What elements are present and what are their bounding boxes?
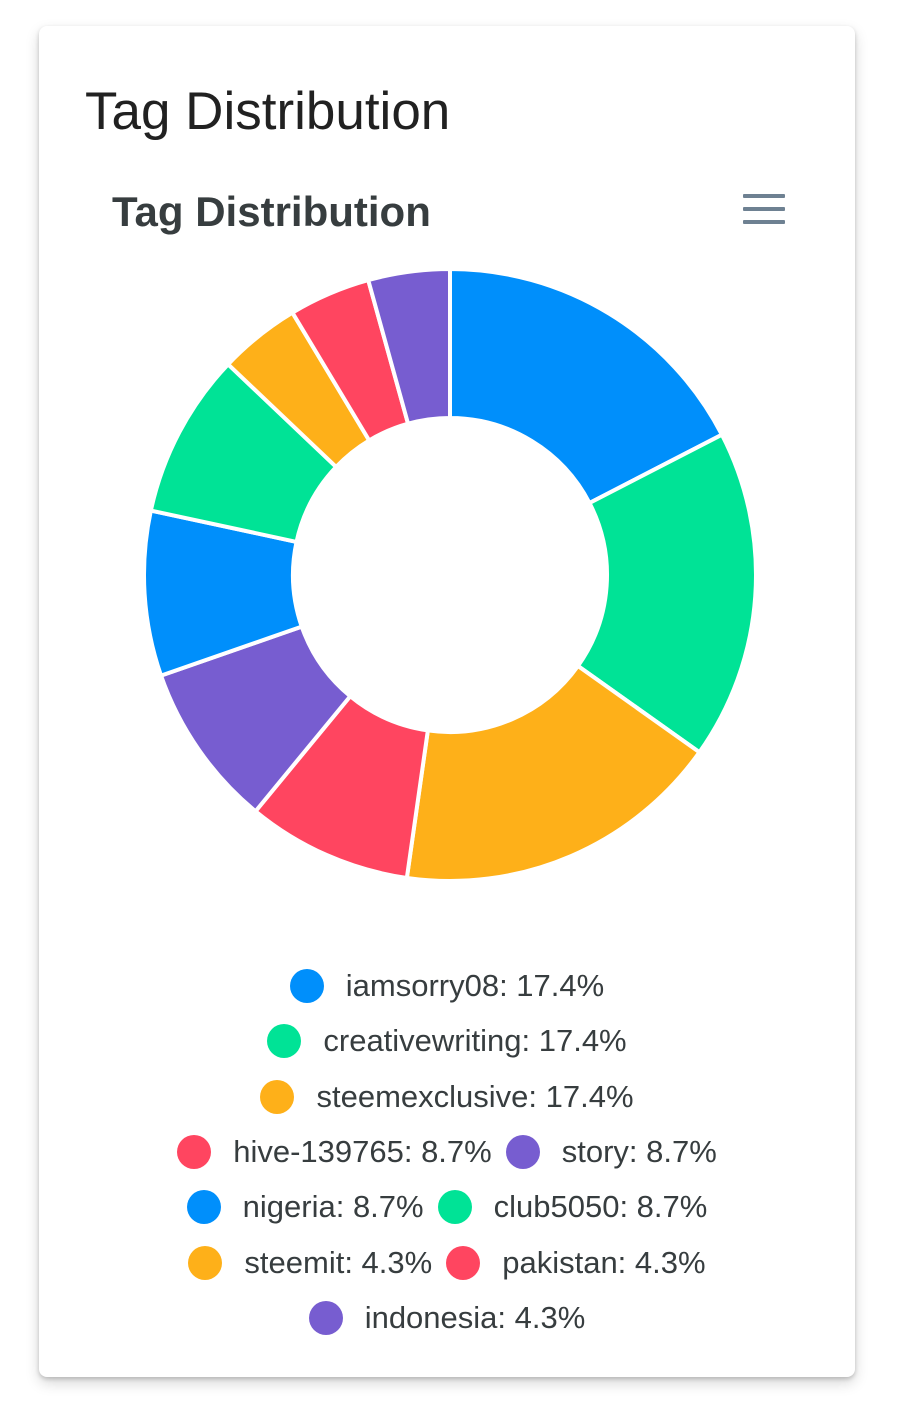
chart-card: Tag Distribution Tag Distribution iamsor… <box>39 26 855 1377</box>
slice-steemexclusive[interactable] <box>404 663 703 883</box>
legend-item[interactable]: story: 8.7% <box>505 1133 717 1170</box>
card-title: Tag Distribution <box>85 82 451 141</box>
legend-row: indonesia: 4.3% <box>39 1291 855 1346</box>
legend-row: hive-139765: 8.7% story: 8.7% <box>39 1124 855 1179</box>
legend-item[interactable]: steemit: 4.3% <box>188 1245 432 1281</box>
legend-label: hive-139765: 8.7% <box>233 1133 492 1169</box>
legend-label: story: 8.7% <box>561 1133 717 1169</box>
legend-item[interactable]: indonesia: 4.3% <box>308 1300 586 1336</box>
legend-marker-icon <box>188 1245 223 1280</box>
legend-label: club5050: 8.7% <box>493 1189 708 1225</box>
chart-legend: iamsorry08: 17.4% creativewriting: 17.4% s… <box>39 958 855 1346</box>
legend-label: nigeria: 8.7% <box>242 1189 424 1225</box>
slice-iamsorry08[interactable] <box>448 266 725 506</box>
legend-label: iamsorry08: 17.4% <box>345 967 605 1003</box>
legend-label: pakistan: 4.3% <box>502 1244 706 1280</box>
legend-marker-icon <box>177 1134 212 1169</box>
legend-item[interactable]: nigeria: 8.7% <box>186 1189 424 1225</box>
slice-indonesia[interactable] <box>365 266 452 427</box>
legend-item[interactable]: creativewriting: 17.4% <box>267 1023 627 1059</box>
legend-row: creativewriting: 17.4% <box>39 1013 855 1068</box>
chart-title: Tag Distribution <box>112 188 431 235</box>
legend-marker-icon <box>289 968 324 1003</box>
legend-item[interactable]: hive-139765: 8.7% <box>177 1134 492 1170</box>
hamburger-menu-icon[interactable] <box>739 190 791 230</box>
legend-row: steemit: 4.3% pakistan: 4.3% <box>39 1235 855 1290</box>
legend-label: indonesia: 4.3% <box>364 1300 586 1336</box>
legend-label: steemexclusive: 17.4% <box>316 1078 634 1114</box>
legend-marker-icon <box>260 1079 295 1114</box>
legend-marker-icon <box>437 1190 472 1225</box>
legend-label: creativewriting: 17.4% <box>323 1023 627 1059</box>
legend-row: nigeria: 8.7% club5050: 8.7% <box>39 1180 855 1235</box>
legend-item[interactable]: club5050: 8.7% <box>437 1189 708 1225</box>
legend-item[interactable]: iamsorry08: 17.4% <box>289 967 605 1004</box>
legend-marker-icon <box>267 1024 302 1059</box>
legend-label: steemit: 4.3% <box>244 1244 433 1280</box>
legend-row: iamsorry08: 17.4% <box>39 958 855 1013</box>
legend-marker-icon <box>186 1190 221 1225</box>
legend-marker-icon <box>505 1134 540 1169</box>
legend-row: steemexclusive: 17.4% <box>39 1069 855 1124</box>
legend-item[interactable]: pakistan: 4.3% <box>446 1244 706 1281</box>
legend-marker-icon <box>308 1301 343 1336</box>
legend-marker-icon <box>446 1245 481 1280</box>
legend-item[interactable]: steemexclusive: 17.4% <box>260 1078 634 1115</box>
slice-creativewriting[interactable] <box>575 431 758 756</box>
donut-chart <box>142 266 758 883</box>
